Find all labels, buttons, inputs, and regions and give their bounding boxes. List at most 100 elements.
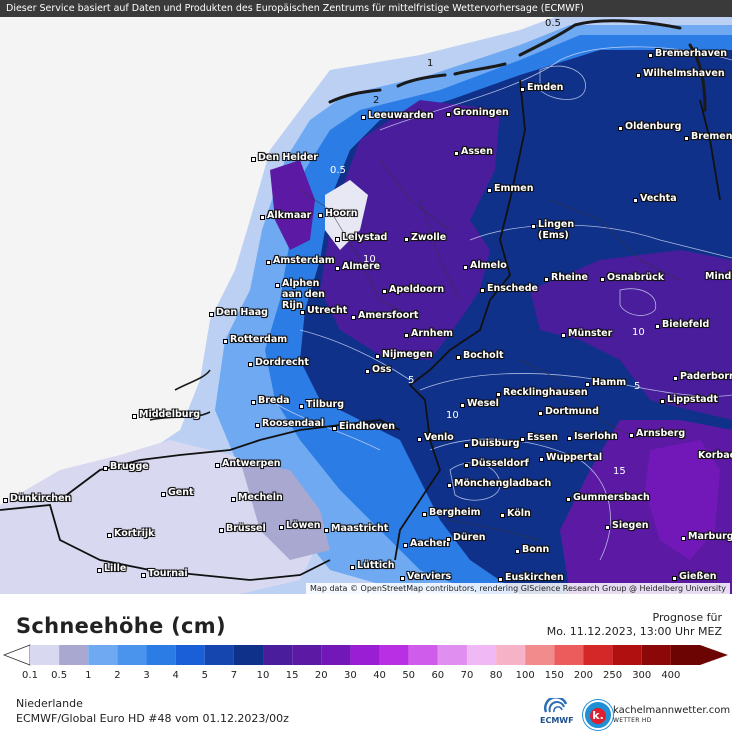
city-label: Den Helder: [251, 152, 318, 163]
scale-tick-label: 150: [544, 670, 564, 681]
city-label: Enschede: [480, 283, 538, 294]
map-canvas: [0, 0, 732, 594]
contour-label: 0.5: [545, 18, 561, 29]
city-label: Den Haag: [209, 307, 268, 318]
kachelmann-logo-letter: k.: [590, 708, 606, 724]
city-label: Essen: [519, 432, 559, 443]
city-label: Bonn: [514, 544, 550, 555]
city-label: Duisburg: [464, 438, 520, 449]
city-label: Brugge: [103, 461, 149, 472]
scale-swatch: [554, 645, 584, 665]
city-label: Leeuwarden: [361, 110, 434, 121]
city-label: Antwerpen: [215, 458, 281, 469]
city-label: Dordrecht: [248, 357, 309, 368]
contour-label: 10: [446, 410, 459, 421]
city-label: Mönchengladbach: [446, 478, 552, 489]
color-scale-bar: [2, 644, 728, 666]
model-run-label: ECMWF/Global Euro HD #48 vom 01.12.2023/…: [16, 712, 289, 725]
city-label: Tilburg: [298, 399, 345, 410]
city-label: Emden: [519, 82, 564, 93]
city-label: Düsseldorf: [464, 458, 529, 469]
city-label: Middelburg: [131, 409, 201, 420]
city-label: Düren: [446, 532, 486, 543]
city-label: Utrecht: [299, 305, 348, 316]
scale-swatch: [612, 645, 642, 665]
city-label: Emmen: [487, 183, 534, 194]
city-label: Euskirchen: [498, 572, 564, 583]
scale-swatch: [88, 645, 118, 665]
scale-tick-label: 70: [460, 670, 474, 681]
snow-depth-map[interactable]: Dieser Service basiert auf Daten und Pro…: [0, 0, 732, 594]
city-label: Bremerhaven: [648, 48, 727, 59]
city-label: Recklinghausen: [496, 387, 588, 398]
city-label: Verviers: [399, 571, 452, 582]
city-label: Paderborn: [673, 371, 732, 382]
scale-swatch: [583, 645, 613, 665]
city-label: Lelystad: [334, 232, 388, 243]
city-label: Bergheim: [422, 507, 481, 518]
contour-label: 5: [634, 381, 641, 392]
scale-swatch: [117, 645, 147, 665]
city-label: Wilhelmshaven: [636, 68, 725, 79]
scale-swatch: [379, 645, 409, 665]
scale-tick-label: 200: [573, 670, 594, 681]
scale-tick-label: 15: [285, 670, 299, 681]
data-source-notice: Dieser Service basiert auf Daten und Pro…: [0, 0, 732, 17]
scale-swatch: [525, 645, 555, 665]
city-label: Marburg: [681, 531, 732, 542]
contour-label: 2: [373, 95, 380, 106]
scale-swatch: [496, 645, 526, 665]
city-label: Lingen (Ems): [531, 219, 575, 241]
city-label: Apeldoorn: [381, 284, 445, 295]
scale-tick-label: 2: [114, 670, 121, 681]
ecmwf-logo-icon: [544, 698, 568, 713]
scale-swatch: [204, 645, 234, 665]
scale-swatch: [466, 645, 497, 665]
scale-tick-label: 400: [661, 670, 681, 681]
scale-tick-label: 80: [489, 670, 503, 681]
legend-title: Schneehöhe (cm): [16, 614, 226, 638]
scale-tick-label: 250: [603, 670, 623, 681]
map-attribution: Map data © OpenStreetMap contributors, r…: [306, 583, 730, 594]
city-label: Amsterdam: [266, 255, 335, 266]
scale-tick-label: 100: [515, 670, 535, 681]
city-label: Nijmegen: [375, 349, 433, 360]
city-label: Osnabrück: [599, 272, 665, 283]
city-label: Lippstadt: [660, 394, 718, 405]
city-label: Amersfoort: [350, 310, 419, 321]
scale-swatch: [30, 645, 60, 665]
scale-swatch: [59, 645, 89, 665]
city-label: Bremen: [683, 131, 732, 142]
city-label: Hoorn: [317, 208, 358, 219]
forecast-time: Mo. 11.12.2023, 13:00 Uhr MEZ: [546, 625, 722, 638]
city-label: Oss: [364, 364, 392, 375]
scale-swatch: [350, 645, 380, 665]
city-label: Breda: [251, 395, 290, 406]
city-label: Hamm: [584, 377, 627, 388]
city-label: Bocholt: [456, 350, 504, 361]
scale-swatch: [408, 645, 438, 665]
scale-swatch: [670, 645, 700, 665]
city-label: Gießen: [672, 571, 717, 582]
city-label: Venlo: [417, 432, 454, 443]
scale-tick-label: 50: [402, 670, 416, 681]
city-label: Arnsberg: [628, 428, 686, 439]
scale-swatch: [175, 645, 205, 665]
brand-link[interactable]: kachelmannwetter.com: [613, 705, 731, 716]
scale-tick-label: 20: [314, 670, 328, 681]
city-label: Eindhoven: [332, 421, 395, 432]
scale-swatch: [292, 645, 322, 665]
city-label: Groningen: [446, 107, 509, 118]
scale-swatch: [437, 645, 467, 665]
city-label: Dortmund: [538, 406, 599, 417]
city-label: Brüssel: [219, 523, 266, 534]
scale-tick-label: 7: [230, 670, 238, 681]
scale-tick-label: 40: [373, 670, 386, 681]
scale-swatch: [263, 645, 293, 665]
city-label: Aachen: [402, 538, 450, 549]
kachelmann-logo-icon[interactable]: k.: [583, 700, 613, 730]
scale-swatch: [146, 645, 176, 665]
city-label: Almere: [334, 261, 381, 272]
city-label: Korbac: [698, 450, 732, 461]
city-label: Arnhem: [404, 328, 453, 339]
